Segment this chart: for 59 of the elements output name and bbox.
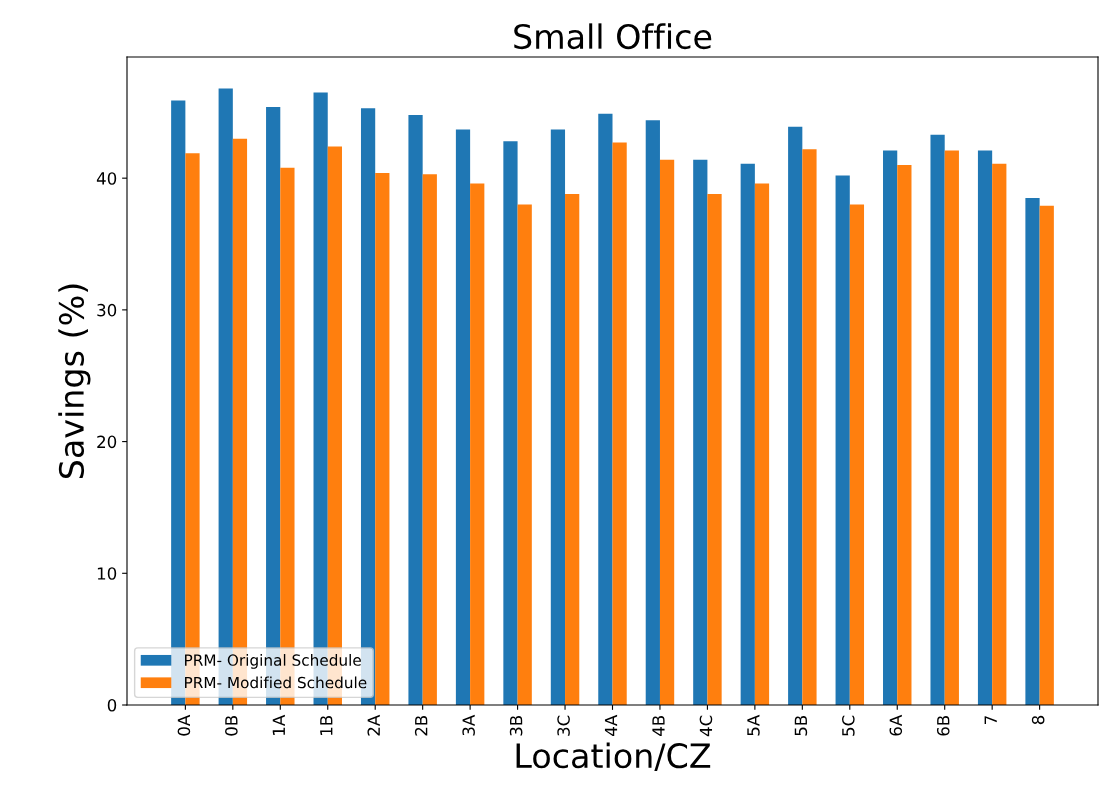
x-tick-label: 4B: [652, 715, 665, 736]
x-tick-label: 4C: [699, 715, 713, 737]
x-tick-label: 3C: [557, 715, 570, 736]
bar: [645, 120, 660, 705]
bar: [944, 150, 959, 705]
bar: [598, 113, 613, 705]
chart-title: Small Office: [514, 23, 712, 50]
x-tick-label: 3B: [509, 715, 523, 736]
x-tick-label: 1B: [320, 715, 333, 735]
x-tick-label: 5B: [794, 715, 808, 736]
x-tick-label: 0A: [177, 714, 191, 736]
bar: [788, 126, 803, 705]
x-tick-label: 3A: [462, 714, 475, 736]
bar: [565, 193, 580, 705]
bar: [897, 165, 912, 705]
bar: [693, 159, 708, 705]
bar: [1025, 197, 1040, 705]
x-tick-label: 2B: [414, 715, 428, 736]
x-tick-label: 1A: [272, 714, 285, 735]
y-tick-label: 10: [97, 567, 117, 580]
y-tick-label: 0: [107, 698, 117, 712]
x-tick-label: 4A: [604, 714, 618, 736]
x-tick-label: 2A: [367, 714, 380, 736]
bar: [930, 134, 945, 705]
bar: [707, 193, 722, 705]
x-tick-label: 8: [1031, 715, 1045, 725]
legend-label: PRM- Original Schedule: [185, 654, 361, 669]
bar: [883, 150, 898, 705]
bar: [849, 204, 865, 705]
legend-label: PRM- Modified Schedule: [185, 676, 367, 689]
x-tick-label: 5A: [747, 714, 760, 736]
bar: [455, 129, 471, 705]
y-tick-label: 20: [97, 435, 117, 449]
bar: [503, 141, 518, 705]
bar: [992, 163, 1007, 705]
bar: [612, 142, 627, 705]
y-tick-label: 40: [96, 172, 117, 185]
bar: [802, 149, 817, 705]
x-tick-label: 6A: [889, 714, 903, 736]
bar: [659, 159, 675, 705]
bar: [517, 204, 532, 705]
bar: [171, 100, 186, 705]
bar: [422, 174, 437, 705]
bar: [375, 172, 390, 705]
bar: [740, 163, 755, 705]
bar: [835, 175, 850, 705]
bar: [754, 183, 770, 705]
x-axis-title: Location/CZ: [516, 742, 711, 771]
x-tick-label: 6B: [936, 715, 950, 736]
x-tick-label: 7: [984, 716, 997, 724]
bar: [977, 150, 993, 705]
bar: [470, 183, 485, 705]
x-tick-label: 5C: [842, 715, 855, 736]
y-tick-label: 30: [97, 303, 117, 317]
bar: [1039, 205, 1054, 705]
y-axis-title: Savings (%): [58, 284, 91, 479]
bar: [550, 129, 566, 705]
bar: [408, 114, 423, 705]
x-tick-label: 0B: [225, 715, 238, 736]
